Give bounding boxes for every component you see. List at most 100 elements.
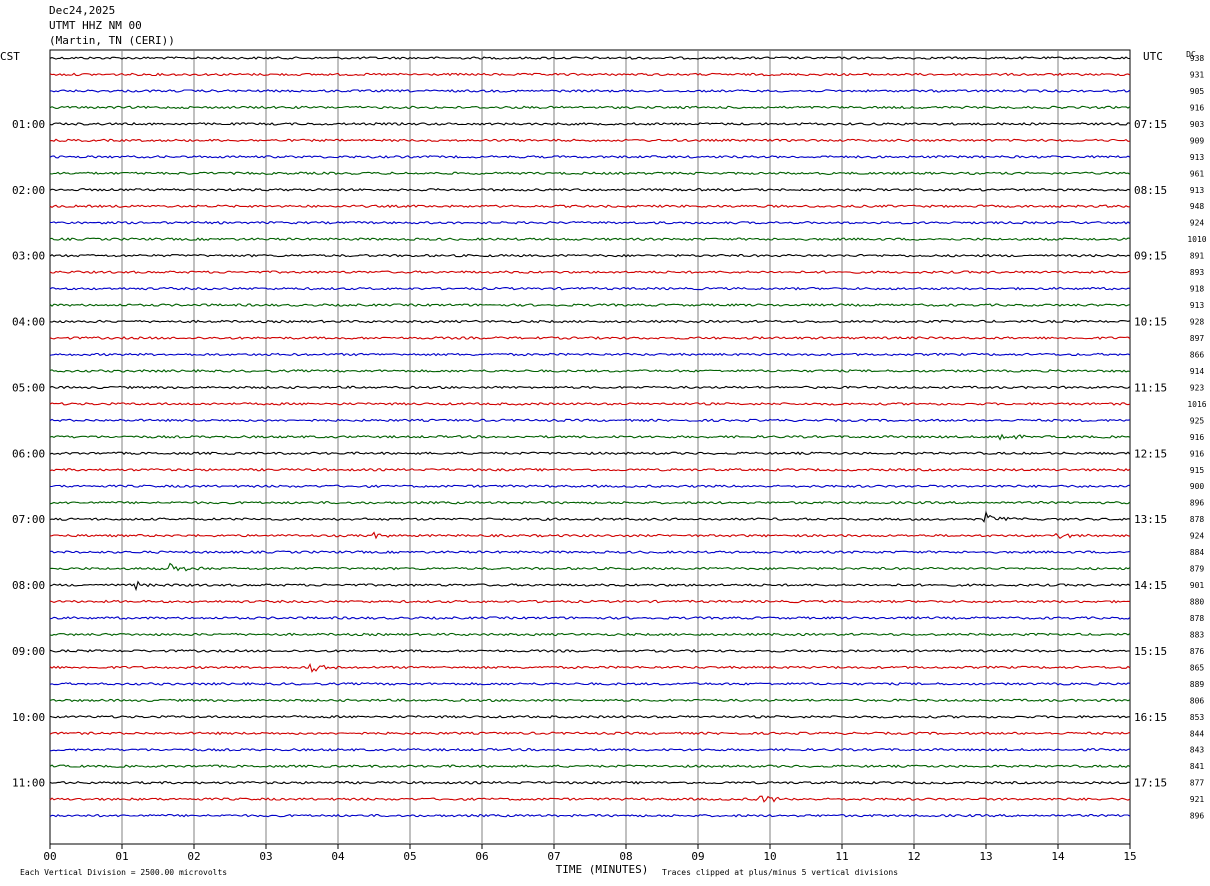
dc-header: DC bbox=[1186, 50, 1196, 59]
x-tick-label: 02 bbox=[187, 850, 200, 863]
x-tick-label: 15 bbox=[1123, 850, 1136, 863]
seismic-trace bbox=[49, 171, 1131, 176]
dc-value-label: 903 bbox=[1190, 120, 1205, 129]
dc-value-label: 1016 bbox=[1187, 400, 1206, 409]
hour-label-cst: 07:00 bbox=[12, 513, 45, 526]
dc-value-label: 1010 bbox=[1187, 235, 1206, 244]
dc-value-label: 913 bbox=[1190, 153, 1205, 162]
seismic-trace bbox=[49, 187, 1131, 192]
right-timezone-label: UTC bbox=[1143, 50, 1163, 63]
dc-value-label: 921 bbox=[1190, 795, 1205, 804]
seismic-trace bbox=[49, 286, 1131, 291]
seismic-trace bbox=[49, 764, 1131, 769]
dc-value-label: 841 bbox=[1190, 762, 1205, 771]
seismic-trace bbox=[49, 467, 1131, 472]
vertical-division-note: Each Vertical Division = 2500.00 microvo… bbox=[20, 868, 227, 877]
seismic-trace bbox=[49, 780, 1131, 785]
x-axis-title: TIME (MINUTES) bbox=[556, 863, 649, 876]
x-tick-label: 14 bbox=[1051, 850, 1065, 863]
seismic-trace bbox=[49, 402, 1131, 406]
hour-label-cst: 08:00 bbox=[12, 579, 45, 592]
seismic-trace bbox=[49, 220, 1131, 225]
dc-value-label: 918 bbox=[1190, 285, 1205, 294]
dc-value-label: 879 bbox=[1190, 565, 1205, 574]
seismic-trace bbox=[49, 56, 1131, 60]
seismic-trace bbox=[49, 580, 1131, 592]
seismic-trace bbox=[49, 336, 1131, 340]
x-tick-label: 12 bbox=[907, 850, 920, 863]
seismic-trace bbox=[49, 662, 1131, 673]
dc-value-label: 931 bbox=[1190, 70, 1205, 79]
x-tick-label: 06 bbox=[475, 850, 488, 863]
seismic-trace bbox=[49, 550, 1131, 554]
seismic-trace bbox=[49, 451, 1131, 456]
x-tick-label: 03 bbox=[259, 850, 272, 863]
hour-label-cst: 09:00 bbox=[12, 645, 45, 658]
dc-value-label: 877 bbox=[1190, 779, 1205, 788]
seismic-trace bbox=[49, 237, 1131, 241]
dc-value-label: 843 bbox=[1190, 746, 1205, 755]
seismic-trace bbox=[49, 122, 1131, 126]
dc-value-label: 866 bbox=[1190, 350, 1205, 359]
hour-label-cst: 03:00 bbox=[12, 250, 45, 263]
dc-value-label: 806 bbox=[1190, 696, 1205, 705]
seismic-trace bbox=[49, 510, 1131, 523]
dc-value-label: 916 bbox=[1190, 433, 1205, 442]
seismic-trace bbox=[49, 418, 1131, 423]
seismic-trace bbox=[49, 89, 1131, 93]
seismic-trace bbox=[49, 319, 1131, 324]
seismic-trace bbox=[49, 352, 1131, 357]
hour-label-utc: 12:15 bbox=[1134, 447, 1167, 460]
dc-value-label: 900 bbox=[1190, 482, 1205, 491]
seismic-trace bbox=[49, 795, 1131, 803]
x-tick-label: 11 bbox=[835, 850, 848, 863]
seismic-trace bbox=[49, 715, 1130, 719]
seismic-trace bbox=[49, 270, 1131, 274]
seismic-trace bbox=[49, 747, 1131, 752]
dc-value-label: 896 bbox=[1190, 812, 1205, 821]
dc-value-label: 853 bbox=[1190, 713, 1205, 722]
seismic-trace bbox=[49, 500, 1131, 505]
hour-label-utc: 15:15 bbox=[1134, 645, 1167, 658]
seismic-trace bbox=[49, 385, 1131, 390]
dc-value-label: 924 bbox=[1190, 219, 1205, 228]
x-tick-label: 04 bbox=[331, 850, 345, 863]
hour-label-utc: 09:15 bbox=[1134, 250, 1167, 263]
hour-label-cst: 06:00 bbox=[12, 447, 45, 460]
left-timezone-label: CST bbox=[0, 50, 20, 63]
hour-label-cst: 01:00 bbox=[12, 118, 45, 131]
hour-label-utc: 16:15 bbox=[1134, 711, 1167, 724]
hour-label-utc: 14:15 bbox=[1134, 579, 1167, 592]
seismic-trace bbox=[49, 253, 1131, 258]
seismic-trace bbox=[49, 369, 1131, 373]
x-tick-label: 07 bbox=[547, 850, 560, 863]
dc-value-label: 880 bbox=[1190, 598, 1205, 607]
dc-value-label: 914 bbox=[1190, 367, 1205, 376]
dc-value-label: 905 bbox=[1190, 87, 1205, 96]
hour-label-cst: 11:00 bbox=[12, 777, 45, 790]
dc-value-label: 913 bbox=[1190, 186, 1205, 195]
dc-value-label: 913 bbox=[1190, 301, 1205, 310]
dc-value-label: 961 bbox=[1190, 169, 1205, 178]
dc-value-label: 915 bbox=[1190, 466, 1205, 475]
plot-date: Dec24,2025 bbox=[49, 4, 116, 17]
dc-value-label: 897 bbox=[1190, 334, 1205, 343]
x-tick-label: 09 bbox=[691, 850, 704, 863]
station-code: UTMT HHZ NM 00 bbox=[49, 19, 142, 32]
dc-value-label: 878 bbox=[1190, 515, 1205, 524]
seismic-trace bbox=[49, 813, 1131, 818]
dc-value-label: 916 bbox=[1190, 449, 1205, 458]
dc-value-label: 925 bbox=[1190, 416, 1205, 425]
seismic-trace bbox=[49, 599, 1131, 604]
seismic-trace bbox=[49, 562, 1131, 572]
hour-label-utc: 07:15 bbox=[1134, 118, 1167, 131]
hour-label-utc: 13:15 bbox=[1134, 513, 1167, 526]
x-tick-label: 00 bbox=[43, 850, 56, 863]
dc-value-label: 896 bbox=[1190, 499, 1205, 508]
x-tick-label: 05 bbox=[403, 850, 416, 863]
hour-label-cst: 05:00 bbox=[12, 381, 45, 394]
dc-value-label: 901 bbox=[1190, 581, 1205, 590]
dc-value-label: 893 bbox=[1190, 268, 1205, 277]
dc-value-label: 916 bbox=[1190, 103, 1205, 112]
